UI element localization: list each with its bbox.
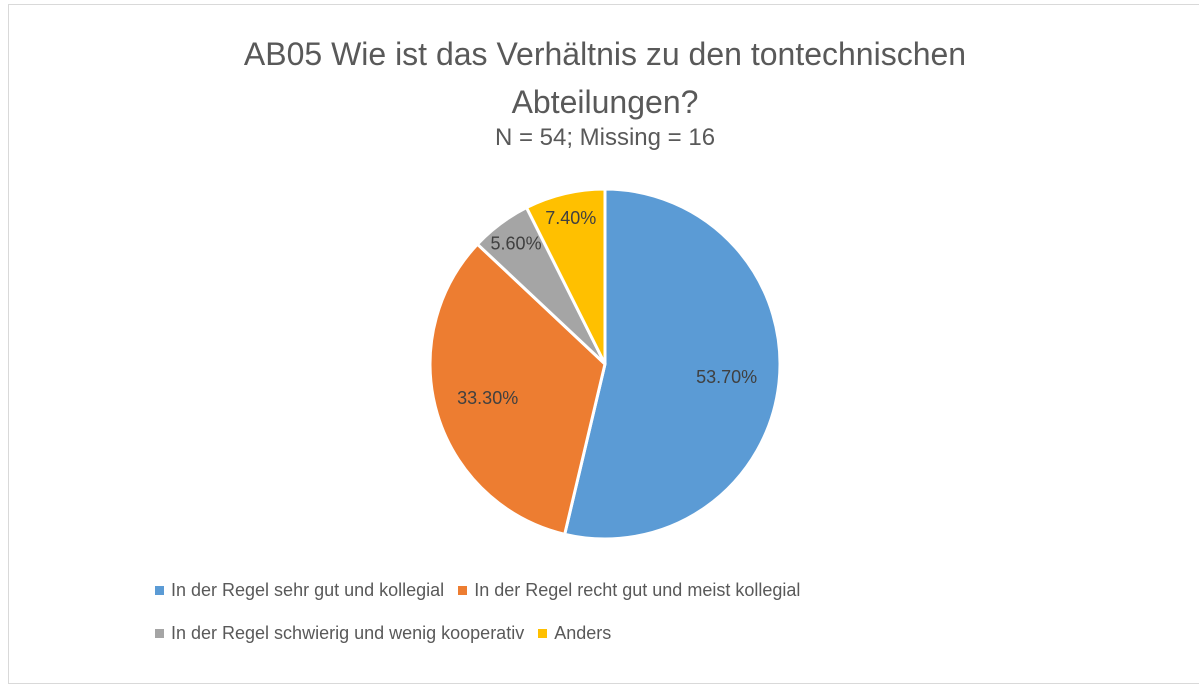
legend-swatch	[538, 629, 548, 638]
legend: In der Regel sehr gut und kollegial In de…	[155, 580, 1055, 644]
legend-item: In der Regel sehr gut und kollegial	[155, 580, 444, 601]
chart-subtitle: N = 54; Missing = 16	[494, 124, 716, 151]
legend-label: In der Regel sehr gut und kollegial	[171, 580, 445, 600]
legend-item: In der Regel recht gut und meist kollegi…	[458, 580, 800, 601]
page: {"chart_data": {"type": "pie", "title": …	[8, 4, 1199, 684]
data-label: 5.60%	[491, 234, 542, 254]
legend-swatch	[155, 586, 164, 595]
pie-chart: 53.70% 33.30% 5.60%7.40%	[428, 187, 782, 541]
legend-label: Anders	[554, 623, 612, 643]
legend-swatch	[458, 586, 468, 595]
legend-item: Anders	[538, 623, 611, 644]
data-label: 53.70%	[696, 367, 757, 387]
pie-slice	[524, 187, 607, 365]
pie-slice	[428, 242, 607, 537]
data-label: 33.30%	[457, 388, 518, 408]
data-label: 7.40%	[545, 208, 596, 228]
legend-label: In der Regel recht gut und meist kollegi…	[474, 580, 801, 600]
pie-slice	[562, 187, 782, 541]
legend-swatch	[155, 629, 164, 638]
legend-item: In der Regel schwierig und wenig koopera…	[155, 623, 524, 644]
legend-label: In der Regel schwierig und wenig koopera…	[171, 623, 525, 643]
chart-title: AB05 Wie ist das Verhältnis zu den tonte…	[243, 36, 967, 120]
